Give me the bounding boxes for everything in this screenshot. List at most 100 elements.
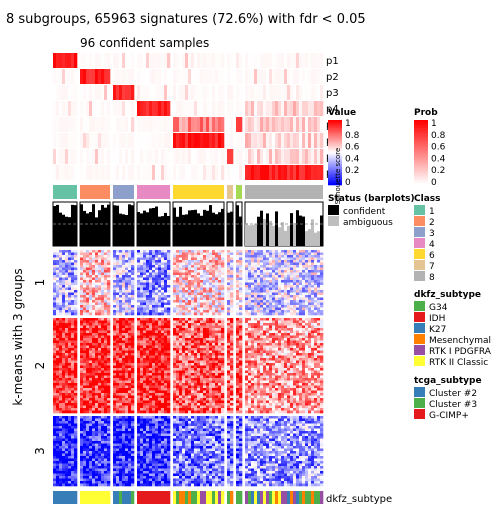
heatmap-cell — [158, 396, 161, 399]
heatmap-cell — [284, 280, 287, 283]
heatmap-cell — [215, 255, 218, 258]
heatmap-cell — [65, 326, 68, 329]
heatmap-cell — [116, 310, 119, 313]
prob-cell — [125, 69, 128, 84]
heatmap-cell — [146, 300, 149, 303]
heatmap-cell — [203, 373, 206, 376]
heatmap-cell — [308, 263, 311, 266]
heatmap-cell — [287, 270, 290, 273]
prob-cell — [119, 53, 122, 68]
heatmap-cell — [203, 391, 206, 394]
prob-cell — [146, 69, 149, 84]
silhouette-bar — [293, 223, 296, 246]
heatmap-cell — [200, 263, 203, 266]
heatmap-cell — [128, 255, 131, 258]
heatmap-cell — [182, 368, 185, 371]
heatmap-cell — [185, 373, 188, 376]
heatmap-cell — [104, 386, 107, 389]
prob-cell — [230, 85, 233, 100]
heatmap-cell — [59, 298, 62, 301]
heatmap-cell — [197, 358, 200, 361]
heatmap-cell — [227, 341, 230, 344]
heatmap-cell — [173, 408, 176, 411]
heatmap-cell — [62, 391, 65, 394]
heatmap-cell — [83, 386, 86, 389]
heatmap-cell — [86, 298, 89, 301]
heatmap-cell — [209, 343, 212, 346]
heatmap-cell — [137, 331, 140, 334]
prob-cell — [119, 85, 122, 100]
heatmap-cell — [146, 285, 149, 288]
heatmap-cell — [293, 283, 296, 286]
heatmap-cell — [161, 253, 164, 256]
heatmap-cell — [281, 253, 284, 256]
heatmap-cell — [152, 338, 155, 341]
prob-cell — [113, 85, 116, 100]
heatmap-cell — [140, 366, 143, 369]
heatmap-cell — [92, 333, 95, 336]
heatmap-cell — [125, 393, 128, 396]
heatmap-cell — [89, 343, 92, 346]
heatmap-cell — [254, 275, 257, 278]
heatmap-cell — [62, 323, 65, 326]
heatmap-cell — [305, 295, 308, 298]
prob-cell — [137, 69, 140, 84]
heatmap-cell — [206, 321, 209, 324]
prob-cell — [257, 165, 260, 180]
heatmap-cell — [98, 303, 101, 306]
heatmap-cell — [194, 303, 197, 306]
heatmap-cell — [119, 275, 122, 278]
prob-cell — [98, 101, 101, 116]
heatmap-cell — [197, 310, 200, 313]
heatmap-cell — [143, 363, 146, 366]
heatmap-cell — [194, 343, 197, 346]
heatmap-cell — [74, 258, 77, 261]
heatmap-cell — [113, 398, 116, 401]
heatmap-cell — [71, 275, 74, 278]
heatmap-cell — [314, 278, 317, 281]
heatmap-cell — [68, 401, 71, 404]
heatmap-cell — [173, 268, 176, 271]
heatmap-cell — [92, 393, 95, 396]
heatmap-cell — [116, 326, 119, 329]
heatmap-cell — [104, 356, 107, 359]
heatmap-cell — [140, 343, 143, 346]
heatmap-cell — [98, 388, 101, 391]
heatmap-cell — [212, 366, 215, 369]
heatmap-cell — [62, 250, 65, 253]
heatmap-cell — [266, 275, 269, 278]
heatmap-cell — [122, 326, 125, 329]
prob-cell — [236, 85, 239, 100]
heatmap-cell — [56, 391, 59, 394]
heatmap-cell — [152, 328, 155, 331]
heatmap-cell — [194, 313, 197, 316]
heatmap-cell — [65, 401, 68, 404]
silhouette-bar — [65, 217, 68, 246]
heatmap-cell — [83, 268, 86, 271]
heatmap-cell — [212, 358, 215, 361]
signature-heatmap — [53, 250, 323, 486]
heatmap-cell — [161, 255, 164, 258]
heatmap-cell — [92, 401, 95, 404]
heatmap-cell — [248, 280, 251, 283]
heatmap-cell — [215, 411, 218, 414]
heatmap-cell — [152, 250, 155, 253]
prob-cell — [140, 133, 143, 148]
heatmap-cell — [137, 308, 140, 311]
prob-cell — [197, 133, 200, 148]
heatmap-cell — [68, 265, 71, 268]
heatmap-cell — [98, 363, 101, 366]
heatmap-cell — [104, 391, 107, 394]
heatmap-cell — [200, 305, 203, 308]
heatmap-cell — [269, 280, 272, 283]
heatmap-cell — [92, 381, 95, 384]
prob-cell — [206, 149, 209, 164]
prob-cell — [221, 133, 224, 148]
heatmap-cell — [197, 270, 200, 273]
heatmap-cell — [95, 313, 98, 316]
prob-cell — [152, 85, 155, 100]
prob-cell — [146, 53, 149, 68]
heatmap-cell — [83, 333, 86, 336]
heatmap-cell — [188, 321, 191, 324]
heatmap-cell — [92, 361, 95, 364]
